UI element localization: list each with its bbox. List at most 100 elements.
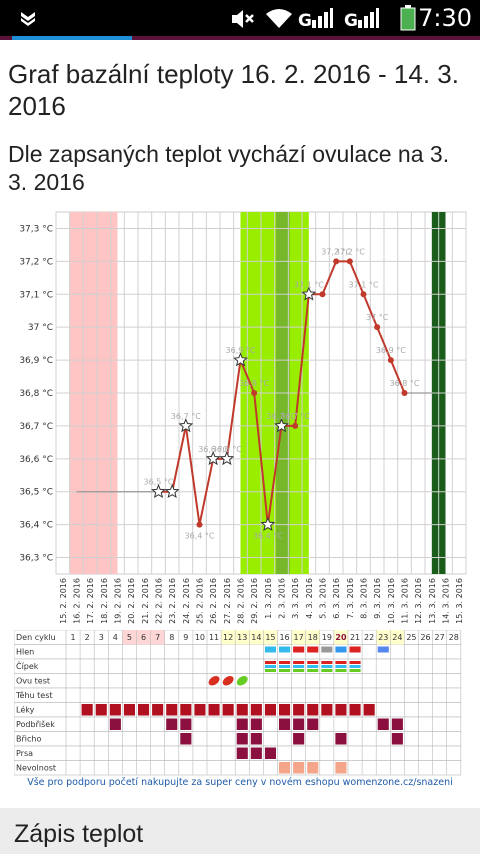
mucus-marker [335,646,347,653]
point-label: 36,7 °C [280,412,310,421]
day-number: 13 [237,633,247,642]
row-label: Břicho [16,735,41,744]
x-tick-label: 21. 2. 2016 [141,578,150,624]
marked-cell [222,704,234,716]
day-number: 7 [155,633,160,642]
ovulation-test-icon [208,675,220,686]
row-label: Nevolnost [16,764,56,773]
y-tick-label: 37,3 °C [19,224,53,234]
day-number: 27 [435,633,445,642]
marked-cell [250,733,262,745]
x-tick-label: 14. 3. 2016 [442,578,451,624]
day-number: 15 [265,633,275,642]
x-tick-label: 22. 2. 2016 [155,578,164,624]
day-highlight [122,630,137,645]
day-number: 3 [99,633,104,642]
marked-cell [391,733,403,745]
row-label: Hlen [16,648,34,657]
y-tick-label: 36,4 °C [19,521,53,531]
point-label: 36,4 °C [253,532,283,541]
mucus-marker [377,646,389,653]
marked-cell [109,718,121,730]
day-number: 19 [322,633,332,642]
day-highlight [263,630,278,645]
marked-cell [81,704,93,716]
wifi-icon [266,9,292,28]
marked-cell [180,718,192,730]
temperature-point [292,422,299,429]
temperature-entry-section[interactable]: Zápis teplot [0,808,480,854]
signal-icon-1: G [298,8,333,30]
day-number: 23 [378,633,388,642]
status-time: 7:30 [418,4,472,32]
marked-cell [264,747,276,759]
day-highlight [150,630,165,645]
cervix-marker-mid [335,665,347,668]
cervix-marker-mid [293,665,305,668]
table-row [14,687,462,703]
point-label: 37,1 °C [294,280,324,289]
marked-cell [293,762,305,774]
day-number: 22 [364,633,374,642]
point-label: 36,7 °C [267,412,297,421]
marked-cell [123,704,135,716]
y-tick-label: 37,1 °C [19,290,53,300]
temperature-point-star [260,516,276,531]
x-tick-label: 29. 2. 2016 [250,578,259,624]
marked-cell [208,704,220,716]
x-tick-label: 8. 3. 2016 [360,578,369,619]
x-tick-label: 13. 3. 2016 [428,578,437,624]
mute-icon [232,10,254,28]
marked-cell [307,718,319,730]
y-tick-label: 36,6 °C [19,455,53,465]
row-label: Čípek [16,660,39,671]
point-label: 37,1 °C [349,280,379,289]
marked-cell [293,704,305,716]
marked-cell [264,704,276,716]
marked-cell [250,704,262,716]
temperature-point-star [178,418,194,433]
point-label: 36,8 °C [390,379,420,388]
marked-cell [166,704,178,716]
ovulation-test-icon [222,675,234,686]
temperature-point [374,324,381,331]
cervix-marker-bottom [293,669,305,672]
x-tick-label: 5. 3. 2016 [319,578,328,619]
y-tick-label: 37 °C [28,323,53,333]
y-tick-label: 36,5 °C [19,488,53,498]
cervix-marker-top [349,661,361,664]
day-highlight [249,630,264,645]
row-label: Prsa [16,749,33,758]
day-number: 5 [127,633,132,642]
x-tick-label: 18. 2. 2016 [100,578,109,624]
day-number: 28 [449,633,459,642]
eshop-promo-link[interactable]: Vše pro podporu početí nakupujte za supe… [27,777,453,788]
temperature-point [333,258,340,265]
marked-cell [95,704,107,716]
marked-cell [293,718,305,730]
temperature-chart: 36,3 °C 36,4 °C 36,5 °C 36,6 °C 36,7 °C 36,8 … [19,211,467,624]
day-number: 11 [209,633,219,642]
y-tick-label: 37,2 °C [19,257,53,267]
x-tick-label: 2. 3. 2016 [278,578,287,619]
marked-cell [279,762,291,774]
page-title: Graf bazální teploty 16. 2. 2016 - 14. 3… [8,59,459,121]
temperature-point-star [151,483,166,499]
point-label: 37,2 °C [321,247,351,256]
mucus-marker [293,646,305,653]
day-highlight [333,630,348,645]
x-tick-label: 25. 2. 2016 [196,578,205,624]
marked-cell [363,704,375,716]
table-row [14,644,462,660]
marked-cell [236,718,248,730]
row-label: Den cyklu [16,633,56,642]
marked-cell [236,704,248,716]
day-number: 20 [335,633,347,642]
mucus-marker [264,646,276,653]
day-highlight [390,630,405,645]
cervix-marker-bottom [321,669,333,672]
row-label: Podbřišek [16,719,55,729]
x-tick-label: 9. 3. 2016 [373,578,382,619]
cervix-marker-top [293,661,305,664]
point-label: 36,4 °C [185,532,215,541]
